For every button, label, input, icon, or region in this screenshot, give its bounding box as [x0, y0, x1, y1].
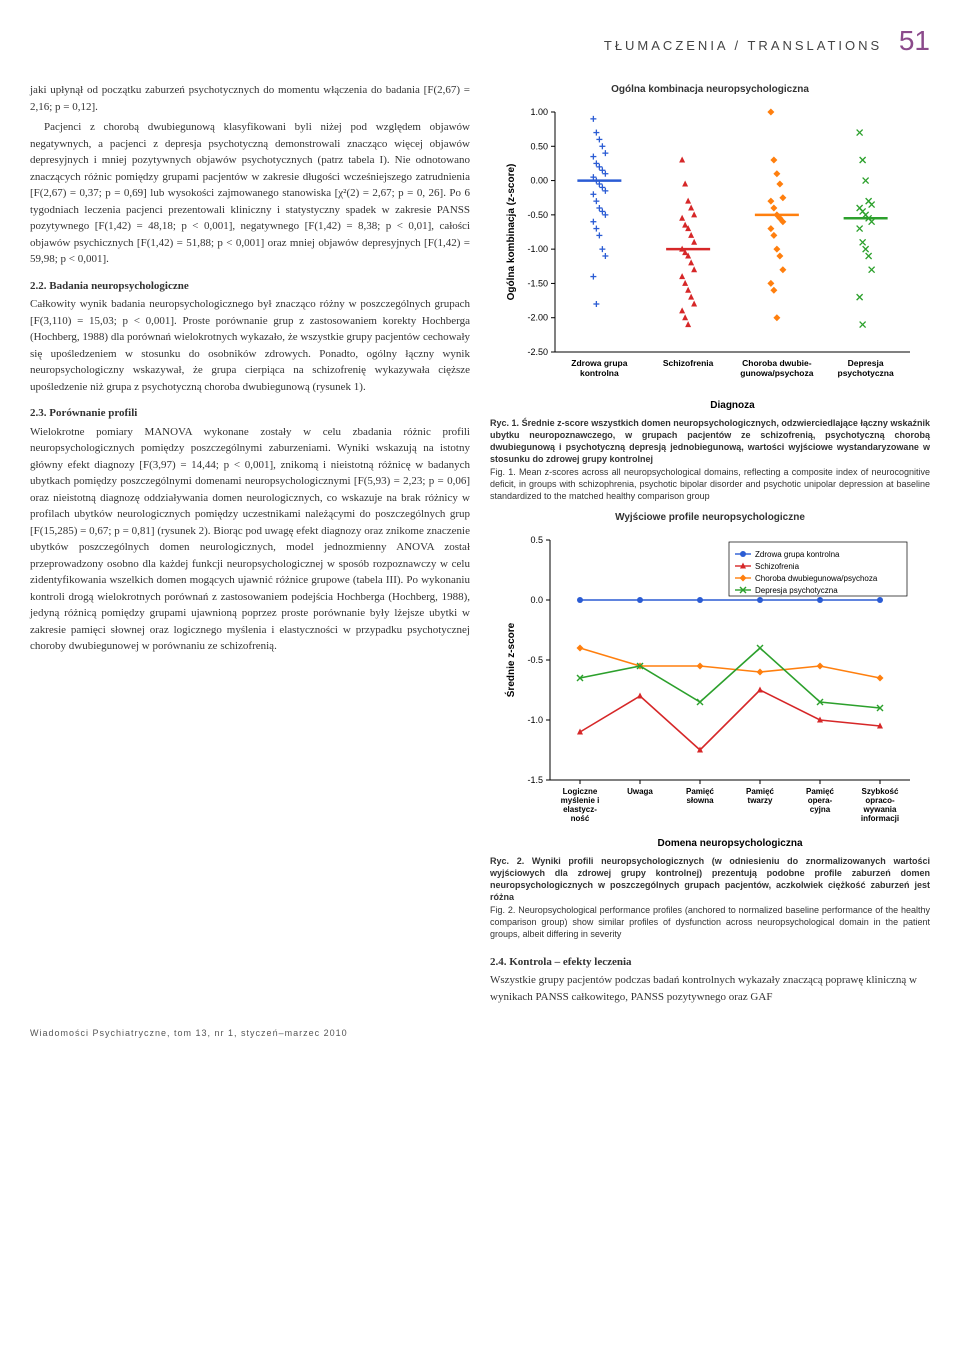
chart1-svg: 1.00 0.50 0.00 -0.50 -1.00 -1.50 -2.00 -2.50 Ogó…: [500, 102, 920, 412]
para-1: jaki upłynął od początku zaburzeń psycho…: [30, 82, 470, 115]
svg-text:cyjna: cyjna: [810, 805, 831, 814]
fig1-caption-bold: Ryc. 1. Średnie z-score wszystkich domen…: [490, 418, 930, 464]
svg-text:Zdrowa grupa: Zdrowa grupa: [571, 358, 627, 368]
fig2-caption-plain: Fig. 2. Neuropsychological performance p…: [490, 905, 930, 939]
svg-text:0.50: 0.50: [530, 141, 548, 151]
svg-text:Depresja psychotyczna: Depresja psychotyczna: [755, 586, 838, 595]
section-22-body: Całkowity wynik badania neuropsychologic…: [30, 296, 470, 395]
svg-text:myślenie i: myślenie i: [561, 796, 600, 805]
svg-text:informacji: informacji: [861, 814, 899, 823]
svg-text:-2.50: -2.50: [527, 347, 548, 357]
svg-text:opera-: opera-: [808, 796, 833, 805]
svg-text:Pamięć: Pamięć: [806, 787, 835, 796]
svg-text:-1.00: -1.00: [527, 244, 548, 254]
svg-text:Diagnoza: Diagnoza: [710, 400, 755, 411]
section-label: TŁUMACZENIA / TRANSLATIONS: [604, 38, 882, 53]
svg-text:opraco-: opraco-: [865, 796, 895, 805]
section-24: 2.4. Kontrola – efekty leczenia Wszystki…: [490, 954, 930, 1006]
svg-text:Schizofrenia: Schizofrenia: [755, 562, 800, 571]
svg-text:0.00: 0.00: [530, 176, 548, 186]
svg-text:Średnie z-score: Średnie z-score: [504, 622, 517, 697]
svg-text:1.00: 1.00: [530, 107, 548, 117]
chart2-svg: 0.5 0.0 -0.5 -1.0 -1.5 Średnie z-score Logiczn…: [500, 530, 920, 850]
svg-text:Ogólna kombinacja (z-score): Ogólna kombinacja (z-score): [506, 164, 517, 301]
svg-text:Szybkość: Szybkość: [862, 787, 899, 796]
figure-2-caption: Ryc. 2. Wyniki profili neuropsychologicz…: [490, 855, 930, 940]
fig2-caption-bold: Ryc. 2. Wyniki profili neuropsychologicz…: [490, 856, 930, 902]
right-column: Ogólna kombinacja neuropsychologiczna 1.…: [490, 82, 930, 1009]
svg-text:-0.5: -0.5: [527, 655, 543, 665]
svg-text:elastycz-: elastycz-: [563, 805, 597, 814]
svg-text:Domena neuropsychologiczna: Domena neuropsychologiczna: [657, 838, 802, 849]
svg-text:słowna: słowna: [686, 796, 714, 805]
figure-2: Wyjściowe profile neuropsychologiczne 0.…: [490, 510, 930, 940]
page-footer: Wiadomości Psychiatryczne, tom 13, nr 1,…: [30, 1027, 930, 1041]
svg-text:psychotyczna: psychotyczna: [838, 368, 894, 378]
section-23-title: 2.3. Porównanie profili: [30, 405, 470, 422]
para-2: Pacjenci z chorobą dwubiegunową klasyfik…: [30, 119, 470, 268]
page-header: TŁUMACZENIA / TRANSLATIONS 51: [30, 20, 930, 62]
svg-text:0.5: 0.5: [530, 535, 543, 545]
page-number: 51: [899, 25, 930, 56]
svg-text:Choroba dwubiegunowa/psychoza: Choroba dwubiegunowa/psychoza: [755, 574, 878, 583]
svg-text:Schizofrenia: Schizofrenia: [663, 358, 714, 368]
svg-text:Uwaga: Uwaga: [627, 787, 653, 796]
svg-text:Logiczne: Logiczne: [563, 787, 598, 796]
svg-text:-2.00: -2.00: [527, 313, 548, 323]
fig1-caption-plain: Fig. 1. Mean z-scores across all neurops…: [490, 467, 930, 501]
svg-text:gunowa/psychoza: gunowa/psychoza: [740, 368, 813, 378]
svg-text:Zdrowa grupa kontrolna: Zdrowa grupa kontrolna: [755, 550, 840, 559]
svg-text:twarzy: twarzy: [748, 796, 773, 805]
svg-text:wywania: wywania: [863, 805, 897, 814]
section-24-body: Wszystkie grupy pacjentów podczas badań …: [490, 972, 930, 1005]
section-22-title: 2.2. Badania neuropsychologiczne: [30, 278, 470, 295]
figure-1-caption: Ryc. 1. Średnie z-score wszystkich domen…: [490, 417, 930, 502]
left-column: jaki upłynął od początku zaburzeń psycho…: [30, 82, 470, 1009]
svg-text:Depresja: Depresja: [848, 358, 884, 368]
section-23-body: Wielokrotne pomiary MANOVA wykonane zost…: [30, 424, 470, 655]
svg-text:-0.50: -0.50: [527, 210, 548, 220]
section-24-title: 2.4. Kontrola – efekty leczenia: [490, 954, 930, 971]
svg-text:ność: ność: [571, 814, 590, 823]
chart2-title: Wyjściowe profile neuropsychologiczne: [490, 510, 930, 525]
svg-text:0.0: 0.0: [530, 595, 543, 605]
svg-text:kontrolna: kontrolna: [580, 368, 619, 378]
chart1-title: Ogólna kombinacja neuropsychologiczna: [490, 82, 930, 97]
svg-text:Choroba dwubie-: Choroba dwubie-: [742, 358, 812, 368]
svg-text:-1.0: -1.0: [527, 715, 543, 725]
main-content: jaki upłynął od początku zaburzeń psycho…: [30, 82, 930, 1009]
figure-1: Ogólna kombinacja neuropsychologiczna 1.…: [490, 82, 930, 502]
svg-text:-1.5: -1.5: [527, 775, 543, 785]
svg-text:-1.50: -1.50: [527, 278, 548, 288]
svg-text:Pamięć: Pamięć: [686, 787, 715, 796]
svg-text:Pamięć: Pamięć: [746, 787, 775, 796]
